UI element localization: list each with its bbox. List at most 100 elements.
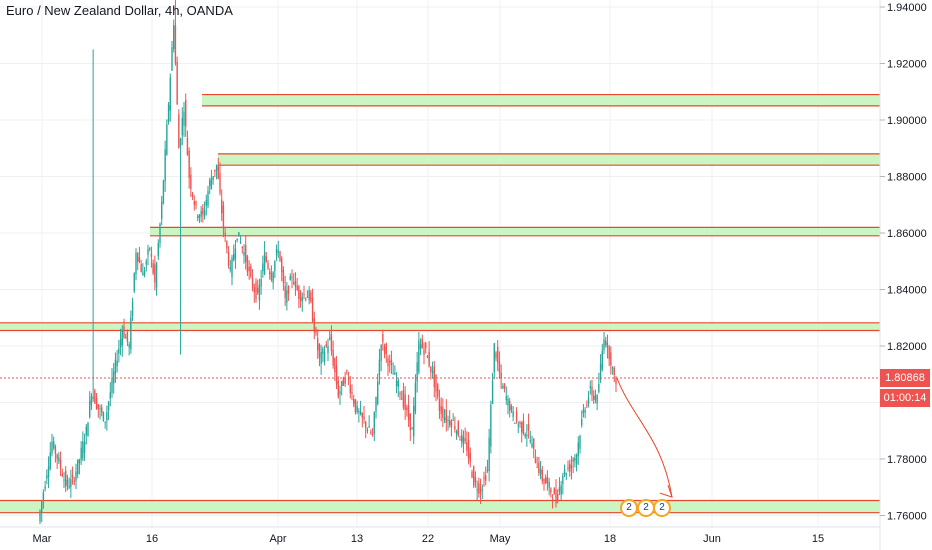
candle-body[interactable]	[577, 442, 579, 456]
candle-body[interactable]	[140, 264, 142, 273]
candle-body[interactable]	[54, 446, 57, 454]
candle-body[interactable]	[589, 386, 591, 388]
candle-body[interactable]	[89, 400, 91, 417]
candle-body[interactable]	[197, 215, 199, 218]
candle-body[interactable]	[476, 489, 478, 491]
candle-body[interactable]	[269, 271, 271, 275]
candle-body[interactable]	[545, 477, 547, 484]
candle-body[interactable]	[467, 440, 470, 459]
candle-body[interactable]	[222, 205, 225, 229]
candle-body[interactable]	[394, 372, 396, 375]
candle-body[interactable]	[575, 455, 578, 464]
candle-body[interactable]	[334, 358, 336, 373]
candle-body[interactable]	[435, 374, 437, 392]
candle-body[interactable]	[608, 346, 610, 360]
candle-body[interactable]	[119, 338, 122, 348]
candle-body[interactable]	[303, 294, 305, 296]
candle-body[interactable]	[593, 396, 595, 400]
candle-body[interactable]	[293, 282, 295, 284]
candle-body[interactable]	[210, 178, 213, 189]
candle-body[interactable]	[149, 248, 151, 250]
candle-body[interactable]	[378, 359, 381, 375]
candle-body[interactable]	[555, 489, 557, 504]
candle-body[interactable]	[102, 412, 105, 421]
candle-body[interactable]	[212, 176, 214, 180]
candle-body[interactable]	[291, 276, 293, 278]
candle-body[interactable]	[294, 281, 297, 287]
candle-body[interactable]	[399, 392, 401, 395]
candle-body[interactable]	[490, 404, 492, 447]
candle-body[interactable]	[466, 442, 468, 451]
candle-body[interactable]	[181, 118, 183, 136]
candle-body[interactable]	[478, 483, 480, 494]
event-marker-icon[interactable]: 2	[653, 499, 671, 517]
candle-body[interactable]	[131, 301, 134, 317]
candle-body[interactable]	[421, 338, 423, 348]
candle-body[interactable]	[248, 266, 250, 272]
candle-body[interactable]	[342, 378, 345, 386]
candle-body[interactable]	[587, 397, 590, 404]
candle-body[interactable]	[474, 477, 477, 482]
candle-body[interactable]	[265, 256, 267, 262]
candle-body[interactable]	[287, 286, 290, 294]
candle-body[interactable]	[389, 361, 391, 363]
candle-body[interactable]	[409, 413, 411, 431]
candle-body[interactable]	[107, 402, 110, 410]
candle-body[interactable]	[534, 458, 537, 463]
candle-body[interactable]	[514, 422, 516, 424]
candle-body[interactable]	[353, 399, 355, 405]
candle-body[interactable]	[313, 318, 315, 332]
candle-body[interactable]	[267, 262, 269, 269]
candle-body[interactable]	[95, 397, 98, 409]
candle-body[interactable]	[179, 138, 182, 147]
candle-body[interactable]	[111, 378, 113, 394]
candle-body[interactable]	[236, 238, 238, 241]
candle-body[interactable]	[565, 473, 567, 475]
candle-body[interactable]	[330, 334, 333, 352]
candle-body[interactable]	[423, 348, 425, 356]
candle-body[interactable]	[138, 257, 141, 263]
candle-body[interactable]	[161, 202, 163, 219]
candle-body[interactable]	[190, 174, 192, 190]
candle-body[interactable]	[599, 363, 602, 381]
candle-body[interactable]	[51, 441, 53, 454]
candle-body[interactable]	[450, 421, 453, 428]
candle-body[interactable]	[214, 169, 216, 172]
candle-body[interactable]	[586, 404, 588, 406]
candle-body[interactable]	[407, 405, 410, 421]
candle-body[interactable]	[233, 253, 235, 261]
candle-body[interactable]	[433, 366, 435, 388]
candle-body[interactable]	[142, 272, 144, 276]
candle-body[interactable]	[375, 396, 377, 412]
candle-body[interactable]	[335, 365, 338, 385]
candle-body[interactable]	[90, 396, 93, 405]
candle-body[interactable]	[515, 411, 518, 422]
candle-body[interactable]	[368, 426, 370, 428]
candle-body[interactable]	[615, 377, 617, 385]
candle-body[interactable]	[219, 172, 221, 193]
candle-body[interactable]	[82, 441, 84, 459]
candle-body[interactable]	[73, 480, 75, 482]
candle-body[interactable]	[507, 398, 509, 406]
candle-body[interactable]	[404, 394, 406, 410]
candle-body[interactable]	[461, 435, 463, 442]
candle-body[interactable]	[63, 479, 65, 481]
candle-body[interactable]	[574, 458, 576, 461]
candle-body[interactable]	[605, 340, 607, 346]
candle-body[interactable]	[457, 421, 459, 436]
candle-body[interactable]	[277, 251, 279, 253]
candle-body[interactable]	[572, 458, 574, 462]
candle-body[interactable]	[567, 467, 569, 469]
candle-body[interactable]	[437, 384, 439, 397]
candle-body[interactable]	[354, 399, 357, 413]
candle-body[interactable]	[238, 232, 240, 237]
candle-body[interactable]	[418, 340, 420, 373]
candle-body[interactable]	[581, 419, 583, 426]
candle-body[interactable]	[272, 272, 274, 283]
candle-body[interactable]	[486, 469, 489, 471]
candle-body[interactable]	[509, 400, 511, 411]
candle-body[interactable]	[539, 468, 542, 475]
candle-body[interactable]	[569, 463, 571, 472]
candle-body[interactable]	[351, 392, 353, 395]
candle-body[interactable]	[582, 409, 585, 414]
